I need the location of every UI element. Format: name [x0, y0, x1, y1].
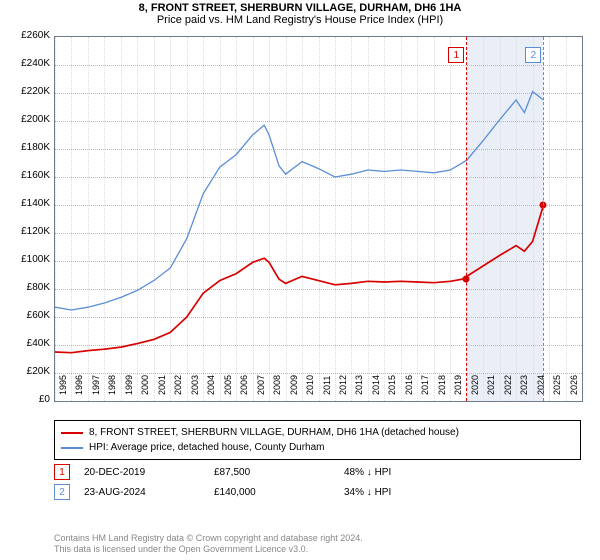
transaction-list: 1 20-DEC-2019 £87,500 48% ↓ HPI 2 23-AUG…	[54, 462, 581, 502]
y-axis-label: £220K	[6, 86, 50, 97]
y-axis-label: £200K	[6, 114, 50, 125]
y-axis-label: £0	[6, 394, 50, 405]
chart-title: 8, FRONT STREET, SHERBURN VILLAGE, DURHA…	[0, 0, 600, 14]
y-axis-label: £260K	[6, 30, 50, 41]
callout-line	[466, 37, 467, 401]
series-property	[55, 205, 544, 353]
transaction-row: 1 20-DEC-2019 £87,500 48% ↓ HPI	[54, 462, 581, 482]
transaction-price: £140,000	[214, 487, 344, 498]
price-chart: 1995199619971998199920002001200220032004…	[54, 36, 583, 402]
transaction-price: £87,500	[214, 467, 344, 478]
legend-swatch-property	[61, 432, 83, 434]
legend-label: 8, FRONT STREET, SHERBURN VILLAGE, DURHA…	[89, 427, 459, 438]
footer: Contains HM Land Registry data © Crown c…	[54, 533, 363, 556]
y-axis-label: £140K	[6, 198, 50, 209]
y-axis-label: £60K	[6, 310, 50, 321]
footer-line: This data is licensed under the Open Gov…	[54, 544, 363, 556]
y-axis-label: £100K	[6, 254, 50, 265]
transaction-number: 2	[54, 484, 70, 500]
chart-subtitle: Price paid vs. HM Land Registry's House …	[0, 14, 600, 28]
legend-row: 8, FRONT STREET, SHERBURN VILLAGE, DURHA…	[61, 425, 574, 440]
transaction-diff: 48% ↓ HPI	[344, 467, 474, 478]
y-axis-label: £160K	[6, 170, 50, 181]
transaction-date: 20-DEC-2019	[84, 467, 214, 478]
legend-row: HPI: Average price, detached house, Coun…	[61, 440, 574, 455]
transaction-date: 23-AUG-2024	[84, 487, 214, 498]
callout-line	[543, 37, 544, 401]
y-axis-label: £240K	[6, 58, 50, 69]
chart-container: { "title": "8, FRONT STREET, SHERBURN VI…	[0, 0, 600, 560]
legend: 8, FRONT STREET, SHERBURN VILLAGE, DURHA…	[54, 420, 581, 460]
y-axis-label: £80K	[6, 282, 50, 293]
transaction-number: 1	[54, 464, 70, 480]
callout-box: 1	[448, 47, 464, 63]
footer-line: Contains HM Land Registry data © Crown c…	[54, 533, 363, 545]
transaction-diff: 34% ↓ HPI	[344, 487, 474, 498]
y-axis-label: £180K	[6, 142, 50, 153]
y-axis-label: £20K	[6, 366, 50, 377]
transaction-row: 2 23-AUG-2024 £140,000 34% ↓ HPI	[54, 482, 581, 502]
y-axis-label: £40K	[6, 338, 50, 349]
callout-box: 2	[525, 47, 541, 63]
chart-svg	[55, 37, 582, 401]
y-axis-label: £120K	[6, 226, 50, 237]
legend-swatch-hpi	[61, 447, 83, 449]
legend-label: HPI: Average price, detached house, Coun…	[89, 442, 325, 453]
